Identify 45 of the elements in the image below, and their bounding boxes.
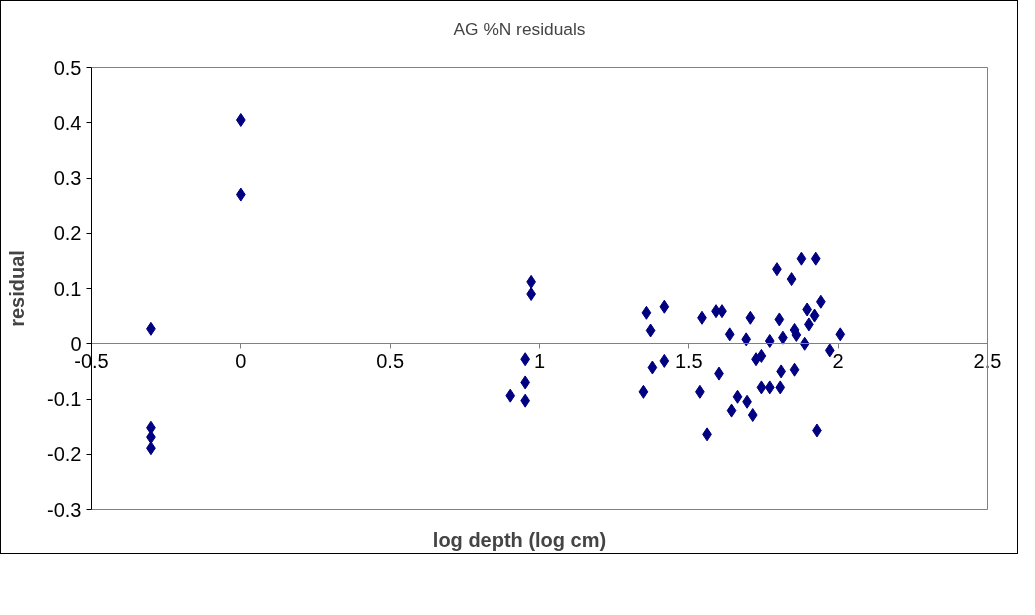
point	[745, 310, 756, 325]
point	[732, 389, 743, 404]
x-tick-label: 1	[533, 349, 546, 372]
chart-title: AG %N residuals	[453, 18, 586, 39]
point	[799, 336, 810, 351]
point	[764, 380, 775, 395]
point	[810, 251, 821, 266]
y-tick-label: 0.5	[53, 56, 82, 79]
x-tick-label: 0.5	[376, 349, 405, 372]
point	[756, 348, 767, 363]
point	[789, 362, 800, 377]
point	[747, 408, 758, 423]
point	[638, 384, 649, 399]
point	[724, 327, 735, 342]
point	[741, 332, 752, 347]
point	[775, 380, 786, 395]
point	[756, 380, 767, 395]
y-tick-label: -0.3	[47, 498, 82, 521]
x-tick-label: 2.5	[973, 349, 1002, 372]
point	[786, 272, 797, 287]
point	[809, 308, 820, 323]
y-tick-label: 0.2	[53, 222, 82, 245]
x-axis-title: log depth (log cm)	[432, 528, 607, 551]
y-tick-label: -0.2	[47, 443, 82, 466]
y-axis-title: residual	[5, 250, 28, 327]
point	[645, 323, 656, 338]
point	[764, 333, 775, 348]
point	[726, 403, 737, 418]
point	[796, 251, 807, 266]
y-tick-label: 0.1	[53, 277, 82, 300]
point	[659, 353, 670, 368]
point	[505, 388, 516, 403]
y-tick-label: 0.4	[53, 111, 82, 134]
x-tick-label: 1.5	[674, 349, 703, 372]
point	[647, 360, 658, 375]
point	[659, 299, 670, 314]
point	[641, 305, 652, 320]
x-tick-label: 2	[832, 349, 844, 372]
y-tick-label: 0.3	[53, 167, 82, 189]
point	[835, 327, 846, 342]
y-tick-label: -0.1	[47, 388, 82, 410]
y-tick-label: 0	[70, 332, 82, 355]
point	[774, 312, 785, 327]
point	[824, 343, 835, 358]
x-tick-label: 0	[235, 349, 247, 372]
